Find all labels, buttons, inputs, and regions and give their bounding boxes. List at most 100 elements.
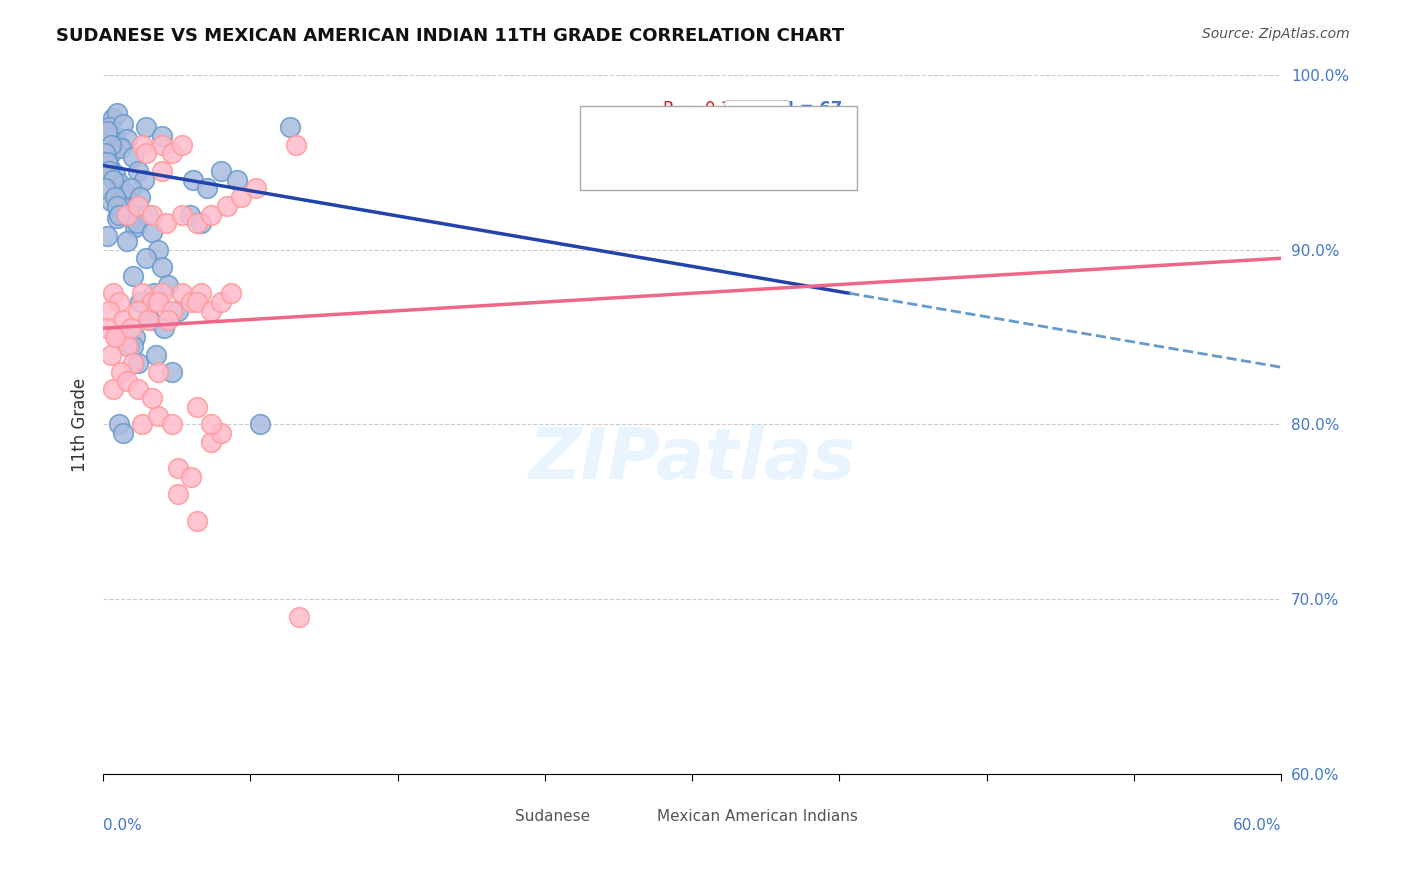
Point: [115, 374, 138, 388]
Point: [121, 268, 143, 283]
Y-axis label: 11th Grade: 11th Grade: [72, 377, 89, 472]
Point: [129, 190, 152, 204]
Point: [94, 146, 117, 161]
Point: [118, 202, 141, 217]
Point: [143, 286, 166, 301]
Point: [115, 234, 138, 248]
Point: [100, 146, 122, 161]
Text: 0.0%: 0.0%: [103, 818, 142, 833]
Point: [141, 295, 163, 310]
Point: [170, 137, 193, 152]
Point: [114, 185, 136, 199]
Text: Sudanese: Sudanese: [516, 809, 591, 824]
Point: [121, 356, 143, 370]
Point: [100, 137, 122, 152]
Point: [100, 347, 122, 361]
Point: [121, 150, 143, 164]
Point: [229, 190, 252, 204]
Point: [104, 330, 127, 344]
Point: [200, 207, 222, 221]
Point: [111, 426, 134, 441]
Point: [219, 286, 242, 301]
FancyBboxPatch shape: [581, 106, 858, 190]
Point: [156, 312, 179, 326]
Point: [98, 120, 121, 134]
Point: [156, 277, 179, 292]
Point: [124, 219, 146, 234]
Point: [127, 163, 149, 178]
Point: [110, 199, 132, 213]
Point: [160, 146, 183, 161]
Point: [284, 137, 307, 152]
Point: [96, 155, 118, 169]
Point: [108, 176, 131, 190]
Point: [139, 312, 162, 326]
Point: [141, 391, 163, 405]
Point: [111, 116, 134, 130]
Point: [209, 163, 232, 178]
Point: [94, 181, 117, 195]
FancyBboxPatch shape: [616, 801, 641, 823]
Point: [96, 228, 118, 243]
Text: Mexican American Indians: Mexican American Indians: [657, 809, 858, 824]
Point: [118, 339, 141, 353]
Point: [105, 199, 128, 213]
Point: [110, 141, 132, 155]
Point: [101, 112, 124, 126]
Point: [180, 295, 202, 310]
Point: [136, 207, 159, 221]
Point: [105, 211, 128, 225]
Point: [131, 286, 153, 301]
Text: N = 67: N = 67: [780, 101, 842, 119]
Point: [141, 225, 163, 239]
Point: [186, 295, 208, 310]
Point: [146, 295, 169, 310]
Point: [98, 159, 121, 173]
Point: [153, 321, 176, 335]
Point: [115, 339, 138, 353]
Text: SUDANESE VS MEXICAN AMERICAN INDIAN 11TH GRADE CORRELATION CHART: SUDANESE VS MEXICAN AMERICAN INDIAN 11TH…: [56, 27, 845, 45]
Point: [120, 321, 142, 335]
Point: [186, 514, 208, 528]
Text: R = -0.113: R = -0.113: [662, 101, 752, 119]
Point: [96, 123, 118, 137]
Point: [131, 417, 153, 432]
Point: [146, 365, 169, 379]
Point: [104, 190, 127, 204]
Point: [180, 470, 202, 484]
Point: [108, 137, 131, 152]
Point: [166, 303, 188, 318]
Point: [98, 163, 121, 178]
Point: [170, 207, 193, 221]
Point: [160, 417, 183, 432]
Point: [120, 181, 142, 195]
Point: [129, 295, 152, 310]
Text: R = 0.068: R = 0.068: [662, 120, 747, 138]
Point: [146, 243, 169, 257]
Point: [124, 330, 146, 344]
Point: [100, 194, 122, 208]
Point: [155, 216, 177, 230]
Point: [195, 181, 218, 195]
Point: [150, 163, 173, 178]
Point: [200, 303, 222, 318]
Point: [110, 365, 132, 379]
Point: [170, 286, 193, 301]
Point: [135, 146, 157, 161]
Text: N = 63: N = 63: [780, 120, 842, 138]
Point: [108, 207, 131, 221]
Point: [200, 417, 222, 432]
Point: [105, 106, 128, 120]
Point: [108, 295, 131, 310]
Point: [127, 383, 149, 397]
Point: [249, 417, 271, 432]
Point: [150, 128, 173, 143]
Point: [135, 120, 157, 134]
Point: [127, 199, 149, 213]
Point: [288, 610, 311, 624]
FancyBboxPatch shape: [474, 801, 501, 823]
Point: [135, 252, 157, 266]
Point: [186, 216, 208, 230]
Point: [96, 321, 118, 335]
Point: [134, 172, 156, 186]
